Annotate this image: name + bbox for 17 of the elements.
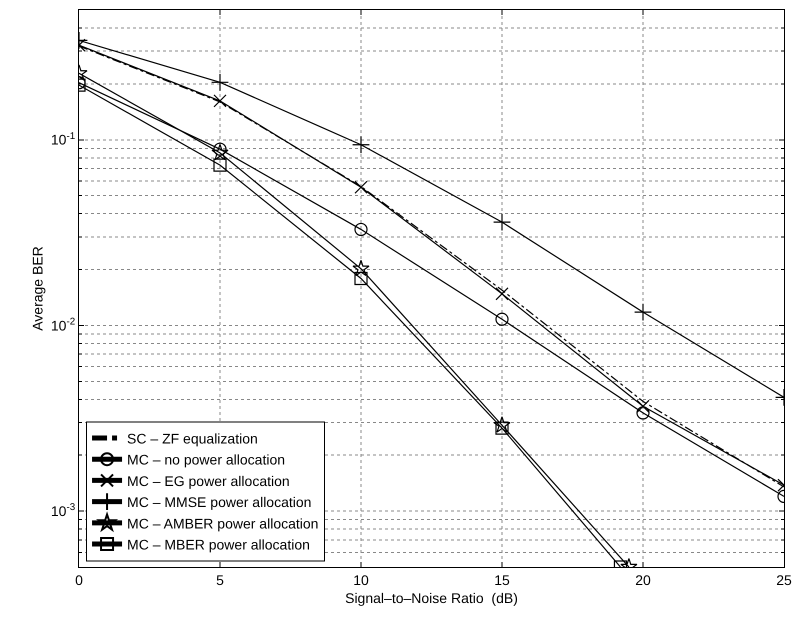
x-tick-label: 15 <box>494 572 510 588</box>
legend-label: MC – MMSE power allocation <box>127 494 312 510</box>
y-tick-label: 10$^{-2}$ <box>50 316 76 334</box>
legend-label: MC – MBER power allocation <box>127 536 310 552</box>
x-tick-label: 0 <box>75 572 84 588</box>
legend-label: MC – EG power allocation <box>127 472 290 489</box>
y-axis-title: Average BER <box>30 246 46 331</box>
x-tick-label: 20 <box>635 572 651 588</box>
y-tick-label: 10$^{-1}$ <box>50 130 76 148</box>
legend-label: MC – no power allocation <box>127 452 286 468</box>
legend-label: MC – AMBER power allocation <box>127 515 318 532</box>
x-axis-title: Signal–to–Noise Ratio (dB) <box>345 590 518 606</box>
x-tick-label: 10 <box>353 572 369 588</box>
y-tick-label: 10$^{-3}$ <box>50 502 76 520</box>
x-tick-label: 25 <box>776 572 792 588</box>
x-tick-label: 5 <box>216 572 224 588</box>
legend-label: SC – ZF equalization <box>127 430 258 446</box>
